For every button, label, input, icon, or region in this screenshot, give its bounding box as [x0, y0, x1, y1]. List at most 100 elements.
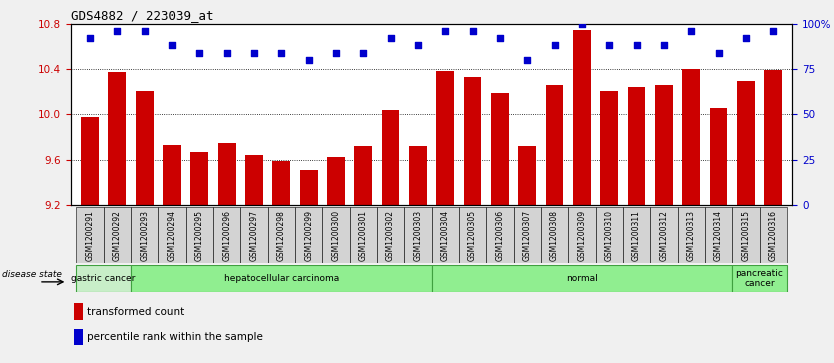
Bar: [131, 207, 158, 263]
Text: GSM1200297: GSM1200297: [249, 210, 259, 261]
Bar: [322, 207, 349, 263]
Bar: [268, 207, 295, 263]
Bar: [600, 90, 618, 205]
Text: GSM1200315: GSM1200315: [741, 210, 751, 261]
Bar: [77, 265, 131, 292]
Bar: [432, 207, 459, 263]
Bar: [299, 170, 318, 205]
Bar: [623, 207, 651, 263]
Text: GSM1200312: GSM1200312: [660, 210, 668, 261]
Bar: [732, 207, 760, 263]
Bar: [327, 158, 344, 205]
Text: disease state: disease state: [2, 270, 62, 279]
Point: [493, 35, 506, 41]
Bar: [514, 207, 541, 263]
Bar: [81, 117, 99, 205]
Bar: [682, 69, 700, 205]
Text: GSM1200308: GSM1200308: [550, 210, 559, 261]
Text: GSM1200299: GSM1200299: [304, 210, 313, 261]
Bar: [737, 81, 755, 205]
Point: [520, 57, 534, 63]
Bar: [131, 265, 432, 292]
Bar: [677, 207, 705, 263]
Bar: [464, 77, 481, 205]
Bar: [760, 207, 786, 263]
Bar: [409, 146, 427, 205]
Point: [384, 35, 397, 41]
Point: [766, 28, 780, 34]
Point: [685, 28, 698, 34]
Point: [630, 42, 643, 48]
Bar: [519, 146, 536, 205]
Text: GSM1200295: GSM1200295: [195, 210, 203, 261]
Bar: [628, 87, 646, 205]
Bar: [491, 93, 509, 205]
Bar: [595, 207, 623, 263]
Text: GSM1200300: GSM1200300: [331, 210, 340, 261]
Text: hepatocellular carcinoma: hepatocellular carcinoma: [224, 274, 339, 283]
Point: [439, 28, 452, 34]
Bar: [404, 207, 432, 263]
Point: [165, 42, 178, 48]
Text: transformed count: transformed count: [87, 307, 184, 317]
Bar: [382, 110, 399, 205]
Point: [220, 50, 234, 56]
Text: GSM1200292: GSM1200292: [113, 210, 122, 261]
Bar: [74, 329, 83, 345]
Bar: [710, 107, 727, 205]
Point: [329, 50, 343, 56]
Bar: [651, 207, 677, 263]
Bar: [163, 145, 181, 205]
Point: [739, 35, 752, 41]
Bar: [77, 207, 103, 263]
Bar: [190, 152, 208, 205]
Point: [248, 50, 261, 56]
Text: GSM1200291: GSM1200291: [86, 210, 94, 261]
Bar: [136, 90, 153, 205]
Text: GSM1200294: GSM1200294: [168, 210, 177, 261]
Bar: [349, 207, 377, 263]
Point: [548, 42, 561, 48]
Text: GDS4882 / 223039_at: GDS4882 / 223039_at: [71, 9, 214, 23]
Bar: [432, 265, 732, 292]
Bar: [732, 265, 786, 292]
Bar: [459, 207, 486, 263]
Bar: [74, 303, 83, 320]
Bar: [245, 155, 263, 205]
Bar: [240, 207, 268, 263]
Bar: [568, 207, 595, 263]
Bar: [218, 143, 235, 205]
Point: [138, 28, 151, 34]
Point: [274, 50, 288, 56]
Point: [657, 42, 671, 48]
Point: [575, 21, 589, 26]
Text: pancreatic
cancer: pancreatic cancer: [736, 269, 783, 288]
Text: normal: normal: [566, 274, 598, 283]
Bar: [213, 207, 240, 263]
Point: [712, 50, 726, 56]
Text: percentile rank within the sample: percentile rank within the sample: [87, 332, 263, 342]
Text: GSM1200298: GSM1200298: [277, 210, 286, 261]
Point: [83, 35, 97, 41]
Text: GSM1200301: GSM1200301: [359, 210, 368, 261]
Bar: [545, 85, 564, 205]
Text: GSM1200309: GSM1200309: [577, 210, 586, 261]
Bar: [655, 85, 673, 205]
Bar: [354, 146, 372, 205]
Bar: [186, 207, 213, 263]
Text: GSM1200310: GSM1200310: [605, 210, 614, 261]
Bar: [108, 72, 126, 205]
Bar: [764, 70, 782, 205]
Text: GSM1200314: GSM1200314: [714, 210, 723, 261]
Text: GSM1200306: GSM1200306: [495, 210, 505, 261]
Point: [302, 57, 315, 63]
Point: [193, 50, 206, 56]
Bar: [541, 207, 568, 263]
Bar: [158, 207, 186, 263]
Text: GSM1200307: GSM1200307: [523, 210, 532, 261]
Bar: [486, 207, 514, 263]
Bar: [573, 30, 590, 205]
Text: GSM1200303: GSM1200303: [414, 210, 423, 261]
Text: GSM1200313: GSM1200313: [686, 210, 696, 261]
Text: GSM1200296: GSM1200296: [222, 210, 231, 261]
